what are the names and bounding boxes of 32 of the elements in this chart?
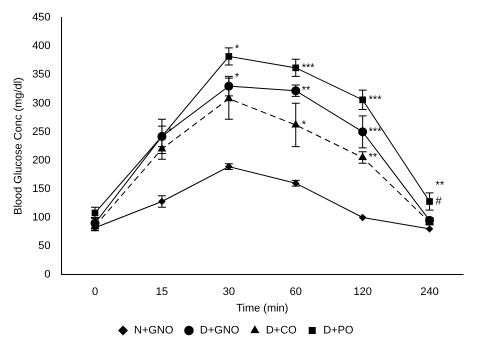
x-tick-label: 30 bbox=[222, 286, 235, 298]
x-tick-label: 60 bbox=[290, 286, 302, 298]
annotation: # bbox=[436, 196, 443, 208]
y-tick-label: 150 bbox=[32, 182, 51, 195]
x-tick-label: 240 bbox=[420, 286, 439, 298]
legend-label: D+GNO bbox=[200, 324, 240, 337]
y-tick-label: 350 bbox=[32, 68, 51, 81]
annotation: ** bbox=[436, 180, 445, 192]
annotation: ** bbox=[302, 84, 312, 97]
y-tick-label: 250 bbox=[32, 126, 51, 138]
annotation: *** bbox=[368, 126, 382, 138]
annotation: ** bbox=[368, 152, 378, 164]
annotation: * bbox=[234, 43, 240, 56]
y-tick-label: 300 bbox=[32, 97, 51, 110]
y-tick-label: 100 bbox=[32, 212, 51, 224]
x-axis-title: Time (min) bbox=[236, 302, 288, 314]
annotation: * bbox=[302, 119, 307, 131]
annotation: *** bbox=[368, 94, 382, 106]
legend-label: D+CO bbox=[266, 324, 298, 337]
y-tick-label: 450 bbox=[32, 12, 51, 24]
x-tick-label: 120 bbox=[353, 286, 372, 298]
y-tick-label: 400 bbox=[32, 40, 51, 52]
legend-label: N+GNO bbox=[134, 324, 174, 337]
y-tick-label: 0 bbox=[44, 268, 51, 281]
annotation: *** bbox=[302, 62, 316, 74]
x-tick-label: 15 bbox=[156, 286, 168, 298]
legend-label: D+PO bbox=[323, 324, 354, 337]
y-tick-label: 50 bbox=[38, 240, 51, 252]
x-tick-label: 0 bbox=[92, 286, 98, 298]
y-axis-title: Blood Glucose Conc (mg/dl) bbox=[12, 77, 25, 215]
annotation: * bbox=[234, 72, 240, 84]
y-tick-label: 200 bbox=[32, 154, 51, 166]
